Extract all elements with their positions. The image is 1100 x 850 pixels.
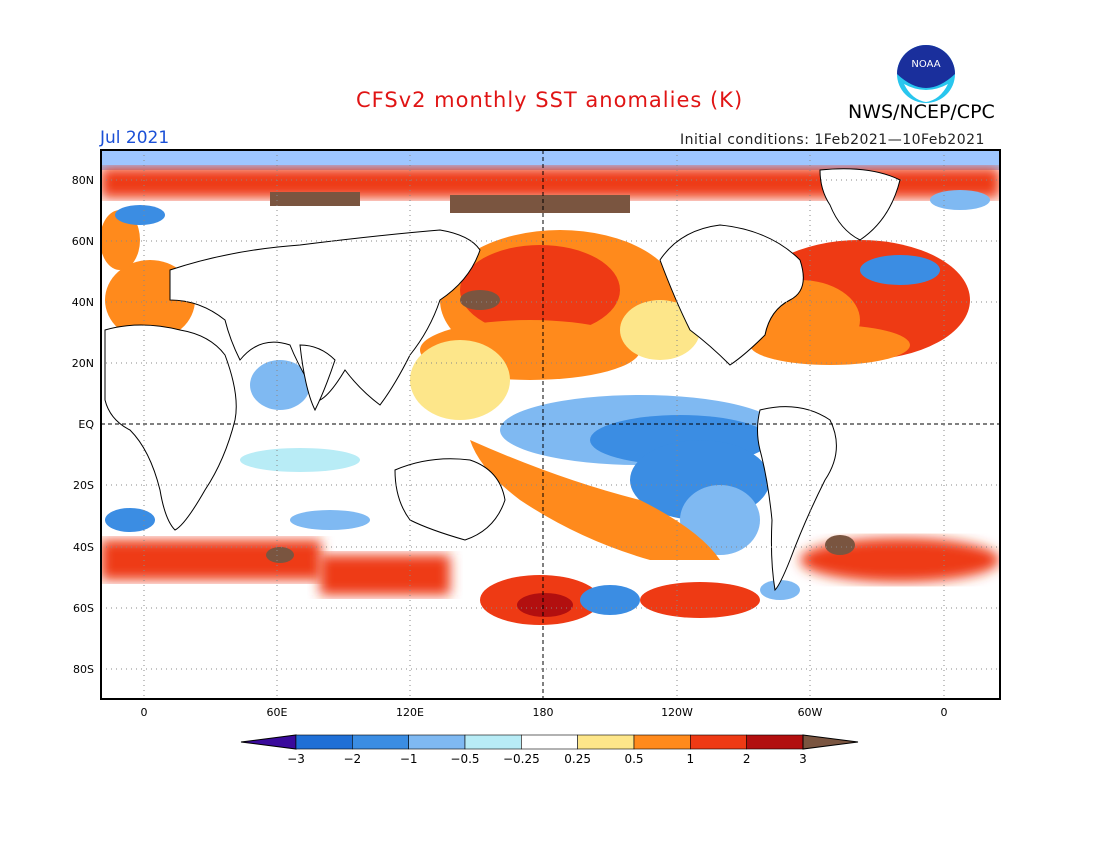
- colorbar-swatch: [464, 734, 522, 750]
- lat-label: 40S: [73, 541, 94, 554]
- lon-label: 180: [533, 706, 554, 719]
- lat-label: 60S: [73, 602, 94, 615]
- colorbar-swatch: [521, 734, 578, 750]
- colorbar-label: −3: [287, 752, 305, 766]
- colorbar-legend: −3 −2 −1 −0.5 −0.25 0.25 0.5 1 2 3: [240, 734, 859, 766]
- colorbar-swatch: [690, 734, 747, 750]
- lat-label: EQ: [78, 418, 94, 431]
- agency-label: NWS/NCEP/CPC: [848, 101, 995, 123]
- map-frame: [100, 149, 1001, 700]
- svg-text:NOAA: NOAA: [911, 59, 940, 70]
- lat-label: 60N: [72, 235, 94, 248]
- colorbar-label: 0.5: [624, 752, 643, 766]
- lon-label: 60E: [267, 706, 288, 719]
- lon-label: 0: [941, 706, 948, 719]
- colorbar-label: 3: [799, 752, 807, 766]
- equator-dateline: [101, 150, 1000, 699]
- colorbar-arrow-high: [802, 734, 859, 750]
- lat-label: 40N: [72, 296, 94, 309]
- latitude-axis: 80N 60N 40N 20N EQ 20S 40S 60S 80S: [72, 174, 95, 676]
- colorbar-swatch: [577, 734, 635, 750]
- colorbar-swatch: [633, 734, 691, 750]
- lat-label: 80N: [72, 174, 94, 187]
- colorbar-label: −1: [400, 752, 418, 766]
- lat-label: 20S: [73, 479, 94, 492]
- colorbar-label: −0.5: [450, 752, 479, 766]
- colorbar-swatch: [352, 734, 409, 750]
- colorbar-arrow-low: [240, 734, 297, 750]
- longitude-axis: 0 60E 120E 180 120W 60W 0: [141, 706, 948, 719]
- colorbar-label: −2: [343, 752, 361, 766]
- colorbar-label: −0.25: [503, 752, 540, 766]
- lat-label: 80S: [73, 663, 94, 676]
- continents: [104, 168, 901, 592]
- colorbar-label: 2: [743, 752, 751, 766]
- lat-label: 20N: [72, 357, 94, 370]
- lon-label: 120E: [396, 706, 424, 719]
- colorbar-label: 1: [687, 752, 695, 766]
- initial-conditions: Initial conditions: 1Feb2021—10Feb2021: [680, 132, 985, 148]
- colorbar-swatch: [295, 734, 353, 750]
- map-title: CFSv2 monthly SST anomalies (K): [356, 88, 744, 112]
- forecast-month: Jul 2021: [100, 128, 170, 148]
- colorbar-swatch: [746, 734, 804, 750]
- lon-label: 0: [141, 706, 148, 719]
- colorbar-swatch: [408, 734, 466, 750]
- noaa-logo-icon: NOAA: [897, 45, 955, 103]
- colorbar-label: 0.25: [564, 752, 591, 766]
- lon-label: 60W: [798, 706, 823, 719]
- lon-label: 120W: [661, 706, 693, 719]
